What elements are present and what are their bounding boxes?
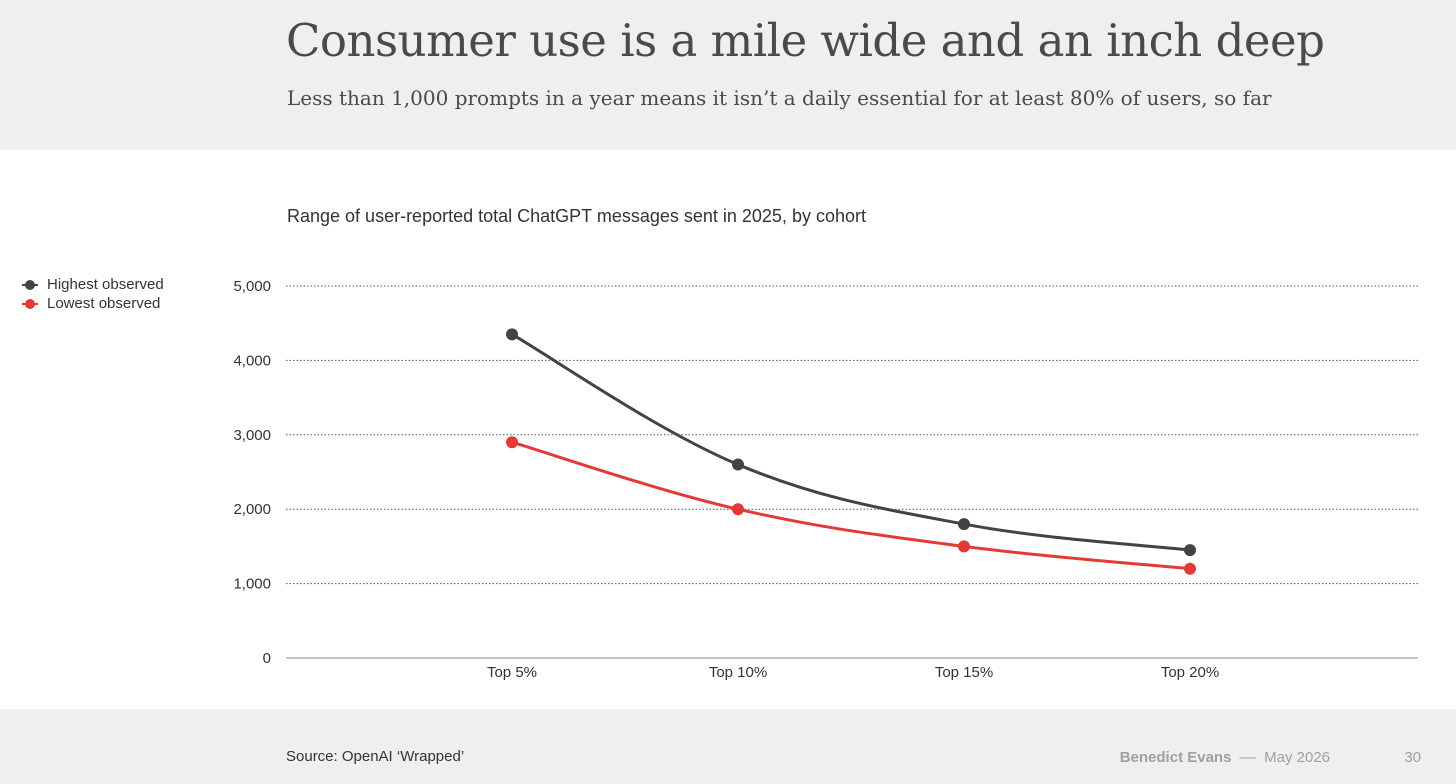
y-tick-label: 3,000 [233,427,271,444]
chart-legend: Highest observed Lowest observed [22,275,164,313]
x-tick-label: Top 20% [1161,664,1219,681]
y-tick-label: 5,000 [233,278,271,295]
credit-separator: –– [1239,749,1257,766]
page-number: 30 [1404,749,1421,766]
y-tick-label: 4,000 [233,352,271,369]
legend-label-highest: Highest observed [47,276,164,293]
y-tick-label: 2,000 [233,501,271,518]
author-name: Benedict Evans [1119,749,1232,766]
data-point-highest [732,458,744,471]
footer-band: Source: OpenAI ‘Wrapped’ Benedict Evans –… [0,709,1456,784]
series-line-lowest [510,440,1192,571]
data-point-lowest [1184,562,1196,575]
legend-marker-highest [22,279,38,290]
chart-title: Range of user-reported total ChatGPT mes… [287,206,866,226]
publication-date: May 2026 [1264,749,1330,766]
data-point-lowest [958,540,970,553]
legend-label-lowest: Lowest observed [47,295,161,312]
data-point-highest [958,518,970,531]
series-line-highest [510,332,1192,552]
page-title: Consumer use is a mile wide and an inch … [286,14,1325,67]
data-point-lowest [506,436,518,449]
credit: Benedict Evans –– May 2026 [1120,749,1330,766]
data-point-highest [1184,544,1196,557]
x-tick-label: Top 15% [935,664,993,681]
data-point-lowest [732,503,744,516]
y-tick-label: 0 [263,650,271,667]
x-tick-label: Top 5% [487,664,537,681]
source-note: Source: OpenAI ‘Wrapped’ [286,748,465,765]
x-tick-label: Top 10% [709,664,767,681]
page-subtitle: Less than 1,000 prompts in a year means … [287,86,1272,110]
y-tick-label: 1,000 [233,576,271,593]
legend-marker-lowest [22,298,38,309]
legend-item-lowest: Lowest observed [22,294,164,313]
header-band: Consumer use is a mile wide and an inch … [0,0,1456,150]
data-point-highest [506,328,518,341]
legend-item-highest: Highest observed [22,275,164,294]
line-chart: 0 1,000 2,000 3,000 4,000 5,000 Top 5% Top 10% T… [233,278,1418,681]
